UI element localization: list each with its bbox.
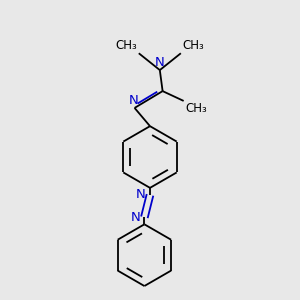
Text: N: N [130, 211, 140, 224]
Text: CH₃: CH₃ [185, 102, 207, 115]
Text: CH₃: CH₃ [182, 39, 204, 52]
Text: CH₃: CH₃ [116, 39, 137, 52]
Text: N: N [128, 94, 138, 106]
Text: N: N [155, 56, 165, 69]
Text: N: N [136, 188, 146, 201]
